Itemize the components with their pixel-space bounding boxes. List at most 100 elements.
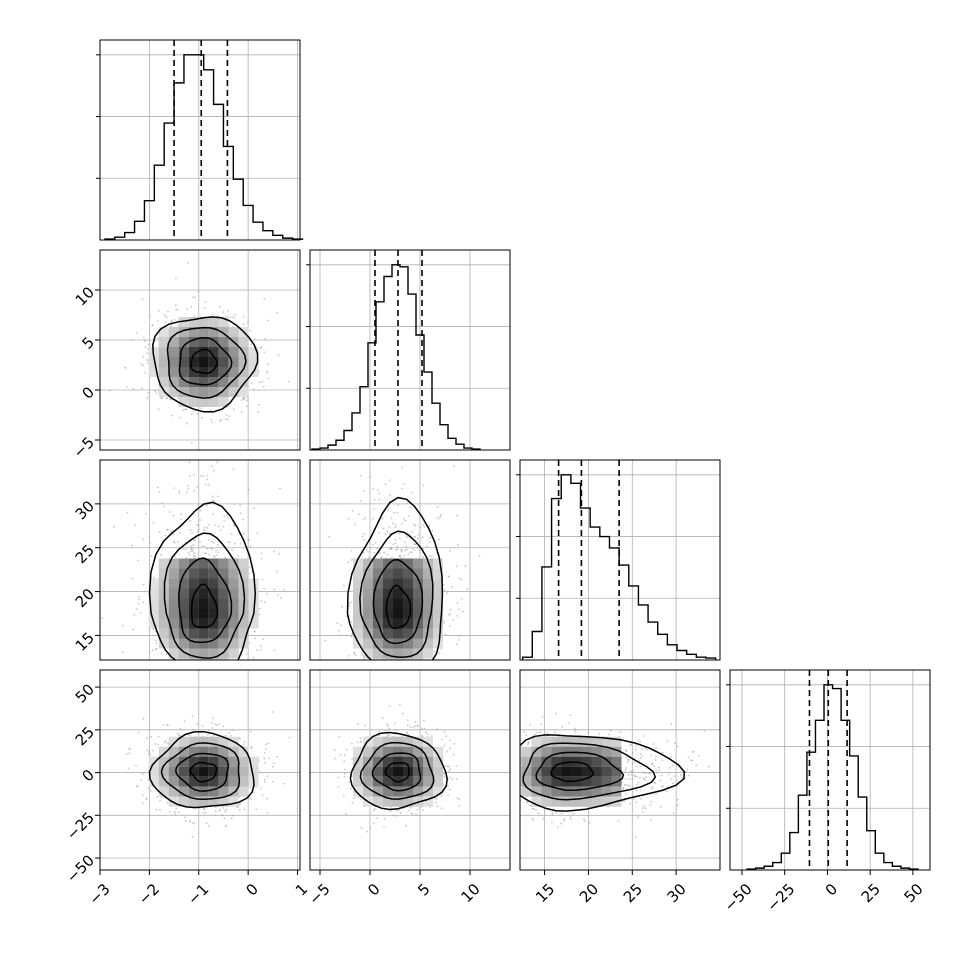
sample-point [429,537,432,540]
sample-point [136,785,138,788]
sample-point [200,407,203,410]
density-cell [178,736,189,747]
sample-point [267,377,270,380]
sample-point [168,511,171,513]
sample-point [164,321,167,324]
density-cell [158,357,169,367]
sample-point [252,656,255,659]
sample-point [174,813,176,815]
sample-point [239,802,242,805]
sample-point [394,542,397,545]
density-cell [238,756,249,767]
sample-point [206,478,209,481]
density-cell [228,786,239,797]
density-cell [148,367,159,377]
sample-point [435,801,437,804]
density-cell [238,367,249,377]
density-cell [158,598,169,609]
sample-point [354,523,357,526]
sample-point [346,677,348,679]
density-cell [178,796,189,807]
density-cell [248,588,259,599]
sample-point [212,495,215,498]
sample-point [187,261,190,264]
sample-point [148,750,151,753]
density-cell [148,756,159,767]
sample-point [194,296,197,299]
sample-point [245,399,248,402]
contour-line [152,316,259,413]
sample-point [458,634,461,637]
sample-point [382,527,385,530]
sample-point [137,559,140,562]
density-cell [353,568,363,579]
density-cell [208,387,219,397]
density-cell [188,347,199,357]
density-cell [208,327,219,337]
sample-point [374,541,377,544]
sample-point [388,705,391,708]
density-cell [198,327,209,337]
density-cell [178,638,189,649]
sample-point [456,602,459,604]
sample-point [423,525,426,528]
density-cell [373,648,383,659]
panel-frame [99,669,301,871]
density-cell [393,608,403,619]
density-cell [393,618,403,629]
sample-point [396,548,399,551]
sample-point [405,548,408,551]
sample-point [342,794,345,797]
density-cell [423,568,433,579]
sample-point [443,744,446,747]
sample-point [264,747,267,750]
sample-point [216,495,219,498]
sample-point [361,535,364,538]
density-cell [373,558,383,569]
sample-point [378,734,381,737]
density-cell [148,776,159,787]
sample-point [208,664,210,666]
sample-point [273,550,275,553]
sample-point [260,345,263,348]
density-cell [248,357,259,367]
sample-point [132,628,135,631]
sample-point [214,677,216,679]
sample-point [191,548,194,551]
density-cell [433,638,443,649]
sample-point [337,776,340,779]
density-cell [363,558,373,569]
sample-point [173,681,175,683]
sample-point [214,810,217,813]
density-cell [393,578,403,589]
sample-point [414,535,416,538]
sample-point [165,316,168,319]
sample-point [387,668,389,670]
sample-point [378,730,381,733]
sample-point [192,411,195,413]
density-cell [218,766,229,777]
sample-point [214,723,217,726]
sample-point [362,679,364,681]
sample-point [436,696,438,698]
sample-point [447,794,450,797]
sample-point [410,551,413,553]
sample-point [226,514,228,516]
sample-point [359,474,362,477]
density-cell [393,658,403,660]
density-cell [168,337,179,347]
sample-point [399,812,402,814]
sample-point [257,674,259,676]
density-cell [208,766,219,777]
sample-point [142,583,145,586]
density-cell [198,367,209,377]
density-cell [373,658,383,660]
density-cell [353,746,363,757]
sample-point [377,489,379,491]
sample-point [185,422,188,425]
sample-point [371,668,373,670]
density-cell [403,638,413,649]
sample-point [152,628,154,631]
density-cell [198,628,209,639]
